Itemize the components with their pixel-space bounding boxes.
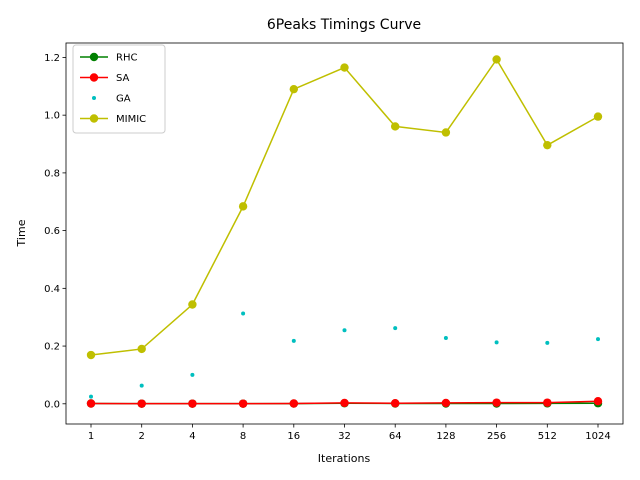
point-sa-512 — [543, 398, 552, 407]
point-mimic-128 — [441, 128, 451, 137]
point-mimic-4 — [188, 300, 197, 309]
point-sa-16 — [289, 399, 298, 408]
x-tick-label-2: 2 — [139, 431, 145, 442]
x-tick-label-256: 256 — [487, 431, 506, 442]
x-axis-label: Iterations — [318, 452, 371, 465]
point-mimic-1 — [86, 350, 96, 360]
y-tick-label-1.2: 1.2 — [44, 53, 60, 64]
point-sa-64 — [391, 399, 400, 408]
x-tick-label-128: 128 — [436, 431, 455, 442]
axes: 1 2 4 8 16 32 64 128 256 512 1024 0.0 0.2 0.4 0.6 0.8 1.… — [44, 53, 611, 442]
point-mimic-512 — [543, 140, 552, 150]
point-mimic-1024 — [593, 112, 603, 121]
point-ga-128 — [443, 335, 448, 340]
legend-label-sa: SA — [116, 73, 130, 84]
x-tick-label-1024: 1024 — [585, 431, 610, 442]
legend-label-ga: GA — [116, 94, 131, 105]
legend-label-rhc: RHC — [116, 53, 137, 64]
y-axis-label: Time — [15, 219, 28, 247]
legend-marker-rhc — [89, 52, 99, 62]
x-tick-label-16: 16 — [287, 431, 300, 442]
plot-area — [86, 55, 603, 408]
point-mimic-16 — [289, 84, 298, 94]
point-sa-2 — [137, 399, 146, 408]
point-ga-32 — [342, 328, 347, 333]
point-ga-512 — [545, 340, 550, 345]
point-sa-4 — [188, 399, 197, 408]
point-ga-1024 — [596, 337, 600, 342]
x-tick-label-512: 512 — [538, 431, 557, 442]
legend-marker-sa — [89, 73, 99, 82]
point-sa-8 — [238, 399, 248, 408]
x-tick-label-8: 8 — [240, 431, 246, 442]
y-tick-label-0.6: 0.6 — [44, 226, 60, 237]
series-line-mimic — [90, 58, 599, 356]
point-sa-32 — [340, 398, 349, 408]
legend: RHC SA GA MIMIC — [72, 44, 166, 134]
x-tick-label-1: 1 — [88, 431, 94, 442]
legend-label-mimic: MIMIC — [116, 114, 146, 125]
y-tick-label-0.8: 0.8 — [44, 168, 60, 179]
point-mimic-256 — [492, 55, 501, 64]
point-ga-1 — [89, 394, 93, 399]
point-ga-256 — [494, 340, 499, 345]
point-ga-64 — [393, 326, 398, 331]
point-sa-128 — [441, 398, 451, 408]
legend-marker-ga — [92, 96, 96, 100]
point-ga-2 — [139, 383, 144, 388]
x-tick-label-4: 4 — [189, 431, 195, 442]
x-tick-label-32: 32 — [338, 431, 351, 442]
point-mimic-32 — [340, 63, 349, 72]
point-sa-1024 — [593, 396, 603, 406]
y-tick-label-0.0: 0.0 — [44, 399, 60, 410]
point-mimic-8 — [238, 202, 248, 211]
x-tick-label-64: 64 — [389, 431, 402, 442]
point-ga-16 — [291, 338, 296, 343]
point-ga-8 — [241, 311, 246, 316]
y-tick-label-1.0: 1.0 — [44, 111, 60, 122]
legend-box — [72, 44, 166, 134]
y-tick-label-0.4: 0.4 — [44, 284, 60, 295]
chart-title: 6Peaks Timings Curve — [267, 17, 421, 33]
point-sa-256 — [492, 398, 501, 407]
legend-marker-mimic — [89, 114, 99, 123]
point-mimic-64 — [391, 122, 400, 131]
point-mimic-2 — [137, 344, 146, 354]
point-sa-1 — [86, 399, 96, 408]
point-ga-4 — [190, 372, 195, 377]
y-tick-label-0.2: 0.2 — [44, 342, 60, 353]
